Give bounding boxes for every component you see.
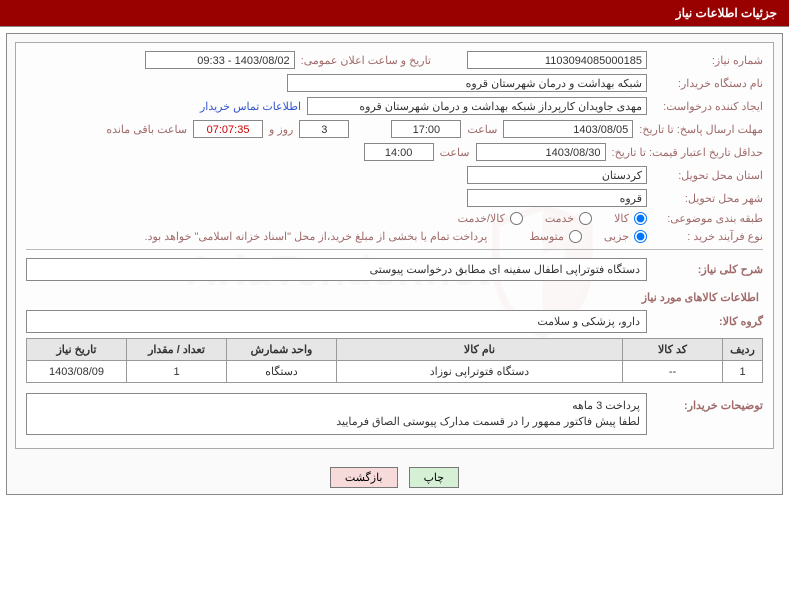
remaining-label: ساعت باقی مانده — [106, 123, 187, 136]
city-label: شهر محل تحویل: — [653, 192, 763, 205]
th-unit: واحد شمارش — [227, 339, 337, 361]
days-field: 3 — [299, 120, 349, 138]
buyer-notes-line1: پرداخت 3 ماهه — [33, 398, 640, 414]
goods-section-title: اطلاعات کالاهای مورد نیاز — [30, 291, 759, 304]
province-label: استان محل تحویل: — [653, 169, 763, 182]
th-qty: تعداد / مقدار — [127, 339, 227, 361]
overall-desc-field: دستگاه فتوتراپی اطفال سفینه ای مطابق درخ… — [26, 258, 647, 281]
buyer-notes-line2: لطفا پیش فاکتور ممهور را در قسمت مدارک پ… — [33, 414, 640, 430]
separator-1 — [26, 249, 763, 250]
table-row: 1 -- دستگاه فتوتراپی نوزاد دستگاه 1 1403… — [27, 361, 763, 383]
announce-label: تاریخ و ساعت اعلان عمومی: — [301, 54, 431, 67]
requester-label: ایجاد کننده درخواست: — [653, 100, 763, 113]
need-no-field: 1103094085000185 — [467, 51, 647, 69]
province-field: کردستان — [467, 166, 647, 184]
goods-group-label: گروه کالا: — [653, 315, 763, 328]
radio-goods-service[interactable] — [510, 212, 523, 225]
radio-service-label[interactable]: خدمت — [545, 212, 592, 225]
cell-need-date: 1403/08/09 — [27, 361, 127, 383]
cell-name: دستگاه فتوتراپی نوزاد — [337, 361, 623, 383]
deadline-time-field: 17:00 — [391, 120, 461, 138]
buyer-notes-field: پرداخت 3 ماهه لطفا پیش فاکتور ممهور را د… — [26, 393, 647, 435]
buyer-org-label: نام دستگاه خریدار: — [653, 77, 763, 90]
validity-label: حداقل تاریخ اعتبار قیمت: تا تاریخ: — [612, 146, 763, 159]
radio-goods[interactable] — [634, 212, 647, 225]
process-label: نوع فرآیند خرید : — [653, 230, 763, 243]
buyer-org-field: شبکه بهداشت و درمان شهرستان قروه — [287, 74, 647, 92]
cell-qty: 1 — [127, 361, 227, 383]
th-name: نام کالا — [337, 339, 623, 361]
cell-code: -- — [623, 361, 723, 383]
validity-time-field: 14:00 — [364, 143, 434, 161]
radio-medium-label[interactable]: متوسط — [529, 230, 582, 243]
announce-field: 1403/08/02 - 09:33 — [145, 51, 295, 69]
requester-field: مهدی جاویدان کارپرداز شبکه بهداشت و درما… — [307, 97, 647, 115]
radio-goods-service-label[interactable]: کالا/خدمت — [458, 212, 523, 225]
th-row: ردیف — [723, 339, 763, 361]
cell-unit: دستگاه — [227, 361, 337, 383]
time-label-2: ساعت — [440, 146, 470, 159]
days-and-label: روز و — [269, 123, 293, 136]
print-button[interactable]: چاپ — [409, 467, 460, 488]
th-need-date: تاریخ نیاز — [27, 339, 127, 361]
city-field: قروه — [467, 189, 647, 207]
radio-goods-label[interactable]: کالا — [614, 212, 647, 225]
buyer-notes-label: توضیحات خریدار: — [653, 393, 763, 412]
th-code: کد کالا — [623, 339, 723, 361]
radio-medium[interactable] — [569, 230, 582, 243]
subject-cat-label: طبقه بندی موضوعی: — [653, 212, 763, 225]
overall-label: شرح کلی نیاز: — [653, 263, 763, 276]
goods-table: ردیف کد کالا نام کالا واحد شمارش تعداد /… — [26, 338, 763, 383]
page-title: جزئیات اطلاعات نیاز — [0, 0, 789, 27]
countdown-field: 07:07:35 — [193, 120, 263, 138]
validity-date-field: 1403/08/30 — [476, 143, 606, 161]
deadline-date-field: 1403/08/05 — [503, 120, 633, 138]
deadline-label: مهلت ارسال پاسخ: تا تاریخ: — [639, 123, 763, 136]
process-note: پرداخت تمام یا بخشی از مبلغ خرید،از محل … — [145, 230, 488, 243]
radio-minor[interactable] — [634, 230, 647, 243]
goods-group-field: دارو، پزشکی و سلامت — [26, 310, 647, 333]
back-button[interactable]: بازگشت — [330, 467, 398, 488]
radio-minor-label[interactable]: جزیی — [604, 230, 647, 243]
time-label-1: ساعت — [467, 123, 497, 136]
main-panel: شماره نیاز: 1103094085000185 تاریخ و ساع… — [6, 33, 783, 495]
cell-row: 1 — [723, 361, 763, 383]
radio-service[interactable] — [579, 212, 592, 225]
buyer-contact-link[interactable]: اطلاعات تماس خریدار — [200, 100, 301, 113]
need-no-label: شماره نیاز: — [653, 54, 763, 67]
